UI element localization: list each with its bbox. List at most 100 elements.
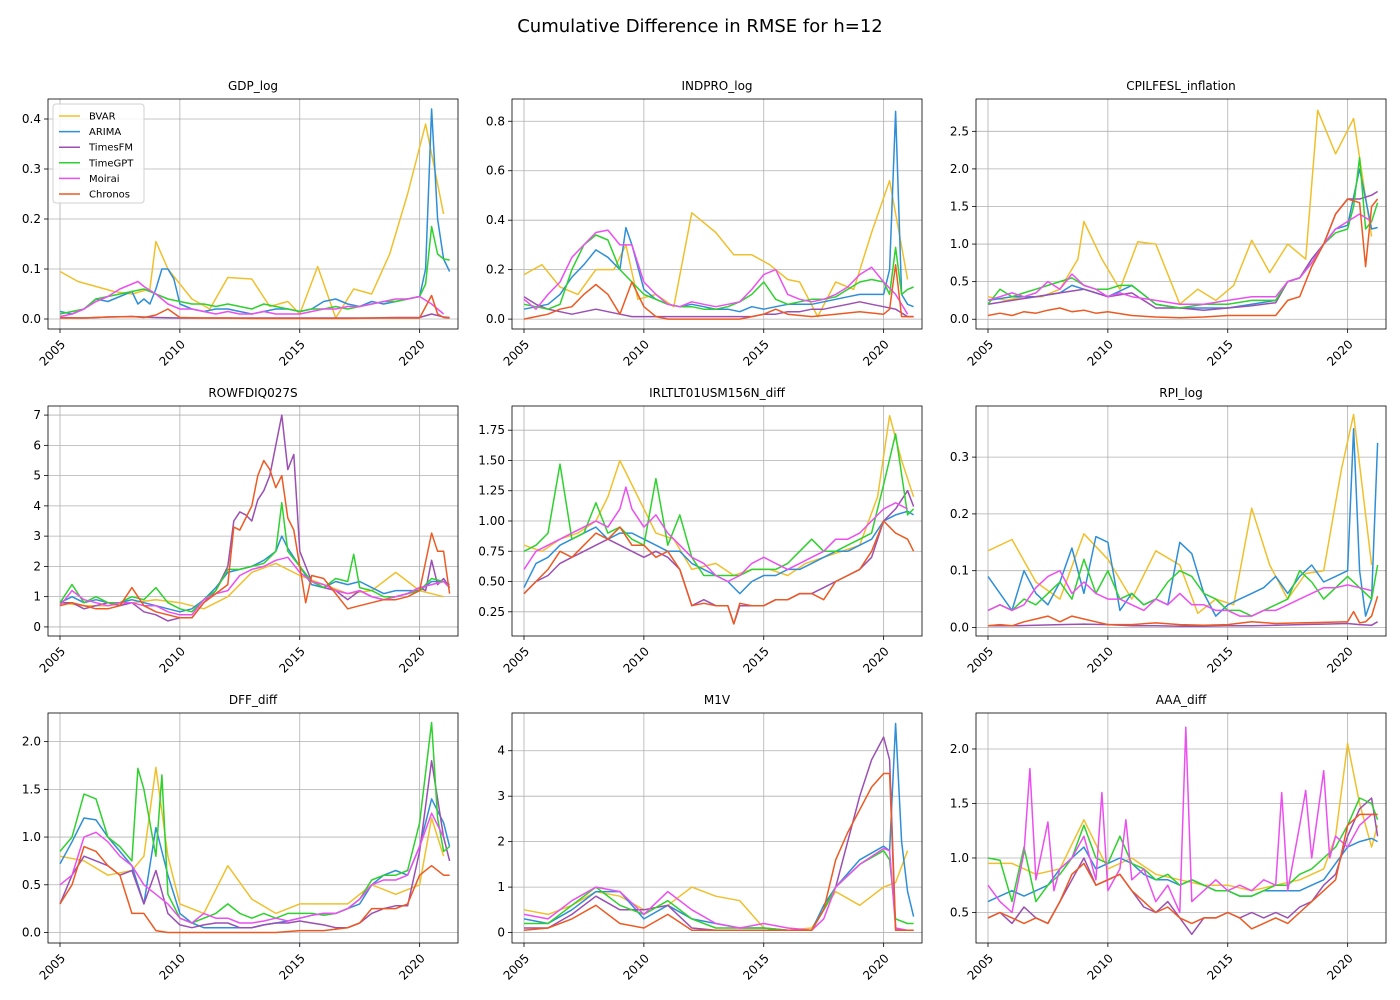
series-line-timegpt (523, 433, 915, 577)
x-tick-label: 2020 (860, 337, 891, 368)
x-tick-label: 2015 (740, 644, 771, 675)
x-tick-label: 2010 (620, 337, 651, 368)
series-line-chronos (987, 595, 1379, 627)
legend: BVAR ARIMA TimesFM TimeGPT Moirai Chronos (52, 103, 145, 204)
series-line-timegpt (524, 849, 914, 932)
series-line-timegpt (987, 156, 1379, 309)
y-tick-label: 0.2 (950, 507, 969, 521)
series-line-moirai (523, 847, 914, 932)
axes-frame (975, 712, 1387, 944)
y-tick-label: 1.75 (478, 423, 505, 437)
subplot-title: RPI_log (1159, 386, 1202, 400)
series-line-bvar (523, 850, 909, 932)
y-tick-label: 5 (33, 469, 41, 483)
axes-frame (47, 712, 459, 944)
series-line-arima (987, 427, 1379, 617)
series-line-moirai (523, 486, 908, 583)
x-tick-label: 2010 (620, 644, 651, 675)
y-tick-label: 0.5 (22, 878, 41, 892)
axes-frame (511, 98, 923, 330)
y-tick-label: 1.0 (950, 237, 969, 251)
y-tick-label: 0.25 (478, 605, 505, 619)
subplot-rpi-log: 2005 2010 2015 2020 0.0 0.1 0.2 0.3 RPI_log (950, 386, 1387, 676)
y-tick-label: 0.3 (950, 450, 969, 464)
subplot-title: CPILFESL_inflation (1126, 79, 1235, 93)
subplot-title: M1V (704, 693, 731, 707)
y-tick-label: 0.4 (486, 213, 505, 227)
x-tick-label: 2020 (396, 951, 427, 982)
subplot-title: GDP_log (228, 79, 278, 93)
x-tick-label: 2015 (740, 951, 771, 982)
x-tick-label: 2015 (276, 644, 307, 675)
x-tick-label: 2005 (501, 337, 532, 368)
y-tick-label: 0.1 (950, 564, 969, 578)
y-tick-label: 4 (33, 499, 41, 513)
subplot-title: INDPRO_log (681, 79, 752, 93)
legend-label-timesfm: TimesFM (88, 143, 133, 154)
legend-label-arima: ARIMA (89, 127, 121, 138)
series-line-arima (523, 110, 914, 313)
x-tick-label: 2015 (1204, 337, 1235, 368)
series-line-timegpt (987, 797, 1379, 903)
subplot-cpilfesl-inflation: 2005 2010 2015 2020 0.0 0.5 1.0 1.5 2.0 2.5 CPILFE… (950, 79, 1387, 369)
subplot-rowfdiq027s: 2005 2010 2015 2020 0 1 2 3 4 5 6 7 ROWFDIQ027S (33, 386, 459, 676)
x-tick-label: 2005 (501, 951, 532, 982)
series-line-timegpt (987, 558, 1379, 617)
figure-title: Cumulative Difference in RMSE for h=12 (517, 16, 883, 37)
series-line-chronos (523, 520, 915, 625)
subplot-m1v: 2005 2010 2015 2020 0 1 2 3 4 M1V (497, 693, 923, 983)
y-tick-label: 4 (497, 744, 505, 758)
series-line-chronos (523, 772, 914, 932)
legend-label-timegpt: TimeGPT (88, 158, 134, 169)
series-line-timegpt (59, 502, 451, 613)
series-line-moirai (987, 213, 1372, 305)
y-tick-label: 0.50 (478, 575, 505, 589)
legend-label-bvar: BVAR (89, 112, 116, 123)
x-tick-label: 2005 (965, 337, 996, 368)
y-tick-label: 3 (497, 789, 505, 803)
x-tick-label: 2020 (1324, 337, 1355, 368)
axes-frame (975, 405, 1387, 637)
series-line-chronos (523, 263, 914, 320)
y-tick-label: 7 (33, 408, 41, 422)
series-line-timesfm (988, 621, 1378, 628)
axes-frame (975, 98, 1387, 330)
y-tick-label: 1.0 (950, 851, 969, 865)
y-tick-label: 2.0 (950, 162, 969, 176)
x-tick-label: 2010 (1084, 337, 1115, 368)
series-line-timegpt (59, 721, 451, 924)
x-tick-label: 2005 (37, 951, 68, 982)
y-tick-label: 0.8 (486, 114, 505, 128)
subplot-title: ROWFDIQ027S (208, 386, 297, 400)
series-line-timesfm (60, 414, 451, 622)
y-tick-label: 0.75 (478, 544, 505, 558)
subplot-title: DFF_diff (229, 693, 278, 707)
y-tick-label: 6 (33, 438, 41, 452)
y-tick-label: 3 (33, 529, 41, 543)
series-line-chronos (60, 294, 450, 320)
series-line-timesfm (523, 296, 914, 318)
x-tick-label: 2015 (1204, 644, 1235, 675)
y-tick-label: 0.4 (22, 112, 41, 126)
y-tick-label: 1.5 (950, 199, 969, 213)
series-line-moirai (987, 569, 1372, 617)
x-tick-label: 2020 (396, 644, 427, 675)
series-line-timegpt (523, 234, 914, 310)
x-tick-label: 2020 (1324, 644, 1355, 675)
y-tick-label: 1.00 (478, 514, 505, 528)
series-line-moirai (59, 812, 445, 924)
y-tick-label: 1.5 (950, 796, 969, 810)
legend-label-moirai: Moirai (89, 174, 120, 185)
axes-frame (511, 712, 923, 944)
y-tick-label: 2 (497, 835, 505, 849)
y-tick-label: 0.0 (486, 312, 505, 326)
y-tick-label: 1 (33, 590, 41, 604)
y-tick-label: 0.0 (950, 312, 969, 326)
axes-frame (47, 98, 459, 330)
subplot-irltlt01usm156n-diff: 2005 2010 2015 2020 0.25 0.50 0.75 1.00 1.25 1.50… (478, 386, 923, 676)
x-tick-label: 2005 (501, 644, 532, 675)
series-line-timesfm (523, 489, 915, 625)
y-tick-label: 2.0 (22, 735, 41, 749)
y-tick-label: 2.5 (950, 124, 969, 138)
x-tick-label: 2020 (860, 644, 891, 675)
